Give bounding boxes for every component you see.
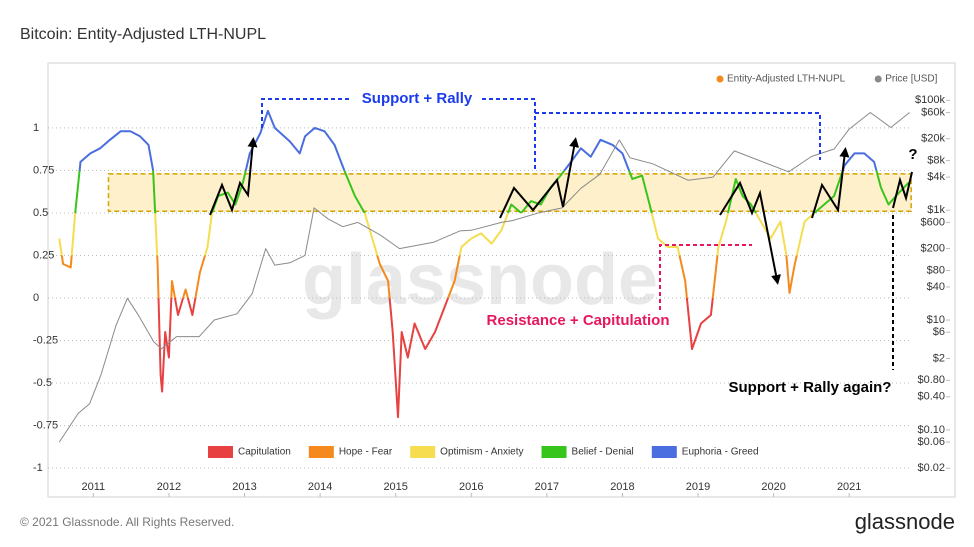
legend-label: Euphoria - Greed [682, 447, 759, 458]
y2-tick-label: $40 [927, 281, 945, 293]
y2-tick-label: $10 [927, 314, 945, 326]
annotation-arrow [499, 137, 580, 219]
watermark: glassnode [302, 240, 658, 320]
legend-swatch [410, 446, 436, 458]
legend-label: Capitulation [238, 447, 291, 458]
annotation-dash [659, 244, 752, 310]
y-tick-label: -1 [33, 462, 43, 474]
plot-frame [47, 62, 956, 498]
annotation-dash [261, 98, 821, 170]
legend-swatch [651, 446, 677, 458]
y2-tick-label: $600 [921, 216, 945, 228]
legend-label: Hope - Fear [339, 447, 393, 458]
x-tick-label: 2021 [837, 481, 861, 493]
y2-tick-label: $100k [915, 94, 945, 106]
x-tick-label: 2015 [383, 481, 407, 493]
legend-dot [716, 75, 724, 83]
x-tick-label: 2019 [686, 481, 710, 493]
y-tick-label: -0.75 [33, 419, 58, 431]
y2-tick-label: $200 [921, 242, 945, 254]
legend-swatch [208, 446, 233, 458]
y2-tick-label: $80 [927, 264, 945, 276]
legend-label: Belief - Denial [572, 447, 634, 458]
x-tick-label: 2011 [82, 481, 106, 493]
y-tick-label: 0.5 [33, 207, 48, 219]
annotation: Support + Rally again? [729, 379, 892, 396]
annotation-arrow [719, 180, 781, 285]
y2-tick-label: $60k [921, 106, 945, 118]
nupl-line [58, 109, 910, 419]
y-tick-label: 1 [33, 122, 39, 134]
y2-tick-label: $0.10 [917, 424, 945, 436]
legend-swatch [541, 446, 567, 458]
y-tick-label: -0.25 [33, 334, 58, 346]
x-tick-label: 2020 [761, 481, 785, 493]
chart-title: Bitcoin: Entity-Adjusted LTH-NUPL [20, 26, 266, 43]
legend-label: Price [USD] [885, 74, 937, 85]
y2-tick-label: $0.02 [917, 462, 945, 474]
price-line [58, 112, 910, 443]
copyright: © 2021 Glassnode. All Rights Reserved. [20, 515, 234, 529]
y2-tick-label: $20k [921, 133, 945, 145]
y-tick-label: 0.75 [33, 164, 54, 176]
legend-label: Entity-Adjusted LTH-NUPL [727, 74, 846, 85]
y2-tick-label: $1k [927, 204, 945, 216]
x-tick-label: 2012 [157, 481, 181, 493]
annotation-arrow [209, 137, 258, 216]
y2-tick-label: $0.40 [917, 391, 945, 403]
y2-tick-label: $8k [927, 154, 945, 166]
x-tick-label: 2017 [535, 481, 559, 493]
y2-tick-label: $6 [933, 326, 945, 338]
annotation-arrow [892, 171, 913, 209]
y-tick-label: 0.25 [33, 249, 54, 261]
x-tick-label: 2014 [308, 481, 332, 493]
y2-tick-label: $2 [933, 352, 945, 364]
logo: glassnode [855, 509, 955, 534]
y2-tick-label: $4k [927, 171, 945, 183]
y2-tick-label: $0.06 [917, 436, 945, 448]
legend-swatch [308, 446, 334, 458]
legend-dot [874, 75, 882, 83]
annotation: ? [908, 146, 917, 163]
annotation: Resistance + Capitulation [487, 312, 670, 329]
annotation: Support + Rally [362, 90, 473, 107]
y-tick-label: -0.5 [33, 377, 52, 389]
y2-tick-label: $0.80 [917, 374, 945, 386]
y-tick-label: 0 [33, 292, 39, 304]
support-band [107, 173, 912, 213]
x-tick-label: 2013 [232, 481, 256, 493]
x-tick-label: 2016 [459, 481, 483, 493]
legend-label: Optimism - Anxiety [440, 447, 523, 458]
x-tick-label: 2018 [610, 481, 634, 493]
annotation-arrow [811, 147, 850, 219]
